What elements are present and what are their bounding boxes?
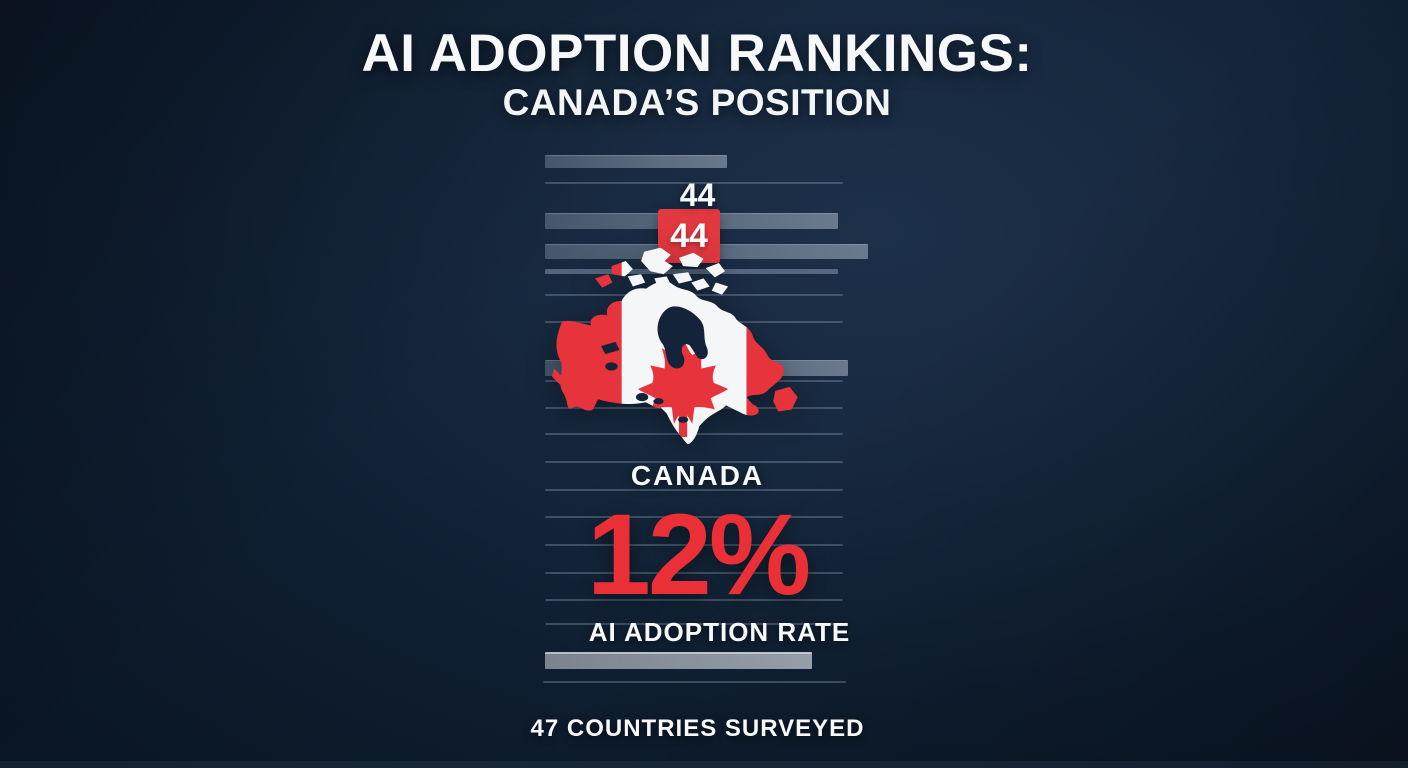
ranking-row <box>545 544 843 546</box>
title-line2: CANADA’S POSITION <box>502 82 892 124</box>
ranking-row <box>545 516 843 518</box>
rank-value-label: 44 <box>679 177 716 213</box>
title-line1: AI ADOPTION RANKINGS: <box>361 24 1033 83</box>
adoption-rate-label: AI ADOPTION RATE <box>588 617 851 647</box>
flag-right-red-band <box>746 247 798 445</box>
ranking-row <box>545 461 843 463</box>
ranking-row <box>545 652 812 669</box>
ranking-row <box>545 269 838 274</box>
ranking-row <box>545 572 843 574</box>
hudson-bay-and-lakes <box>601 306 708 423</box>
ranking-row <box>545 182 843 184</box>
ranking-row <box>543 681 846 683</box>
ranking-row <box>545 489 843 491</box>
ranking-row <box>545 599 843 601</box>
canada-map-flag-icon <box>552 247 798 445</box>
country-label: CANADA <box>630 460 765 491</box>
ranking-row <box>545 155 727 168</box>
page-title: AI ADOPTION RANKINGS: CANADA’S POSITION <box>0 24 1394 124</box>
adoption-rate-value: 12% <box>586 491 811 619</box>
survey-note: 47 COUNTRIES SURVEYED <box>530 715 865 742</box>
ranking-row <box>545 623 843 625</box>
rank-badge-value: 44 <box>670 216 708 255</box>
